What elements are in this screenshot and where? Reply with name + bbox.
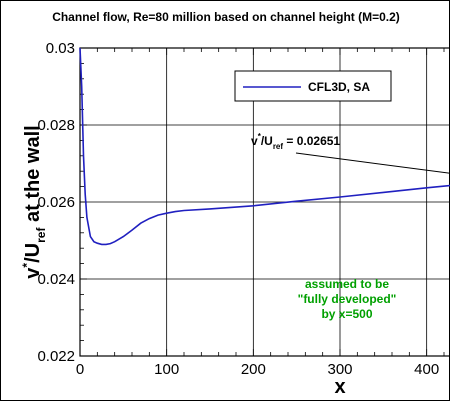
legend-label: CFL3D, SA xyxy=(308,80,370,94)
note-line-1: assumed to be xyxy=(305,277,389,291)
series-line-cfl3d-sa xyxy=(79,47,450,246)
y-tick-label: 0.026 xyxy=(37,194,75,211)
y-axis-label: v*/Uref at the wall xyxy=(20,125,48,278)
x-axis-label: x xyxy=(334,376,345,398)
y-tick-label: 0.03 xyxy=(46,40,75,57)
y-tick-label: 0.022 xyxy=(37,348,75,365)
x-tick-label: 0 xyxy=(76,361,84,378)
axis-ticks: 01002003004005006000.0220.0240.0260.0280… xyxy=(37,40,445,378)
chart-title: Channel flow, Re=80 million based on cha… xyxy=(52,10,400,24)
y-tick-label: 0.028 xyxy=(37,117,75,134)
y-tick-label: 0.024 xyxy=(37,271,75,288)
x-tick-label: 300 xyxy=(327,361,352,378)
legend-box xyxy=(234,70,392,102)
x-tick-label: 400 xyxy=(414,361,439,378)
x-tick-label: 100 xyxy=(154,361,179,378)
note-line-2: "fully developed" xyxy=(298,292,397,306)
value-annotation: v*/Uref = 0.02651 xyxy=(251,132,340,151)
note-line-3: by x=500 xyxy=(321,307,372,321)
annotation-pointer xyxy=(295,152,450,174)
x-tick-label: 200 xyxy=(241,361,266,378)
